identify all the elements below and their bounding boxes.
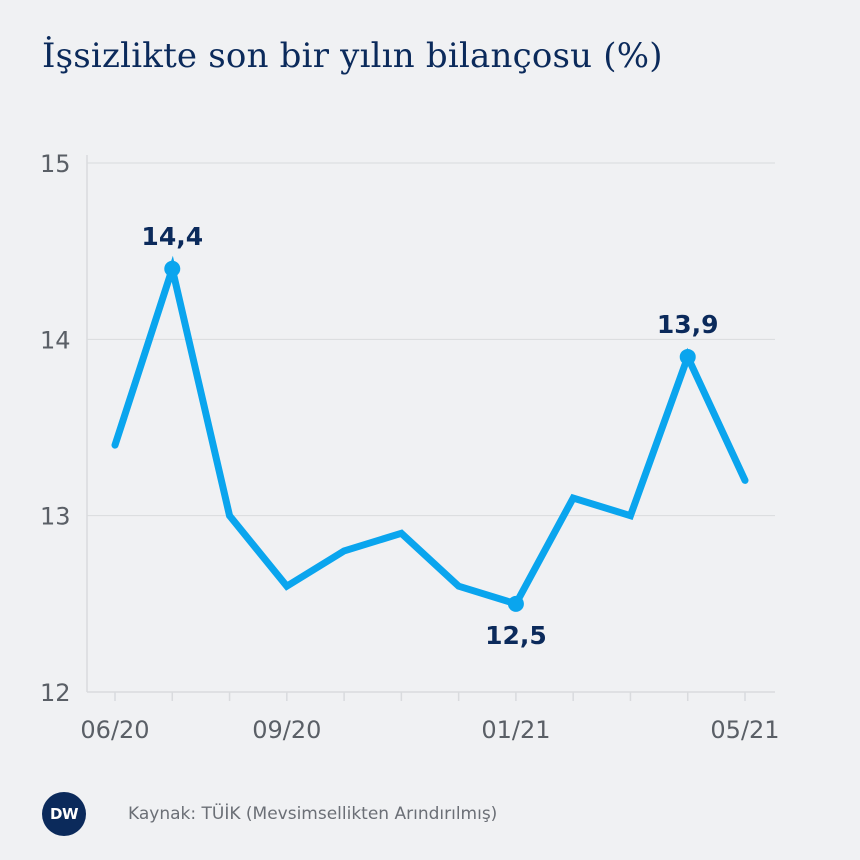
series xyxy=(111,255,749,609)
dw-logo: DW xyxy=(42,792,86,836)
highlight-point xyxy=(164,260,181,277)
tick-labels: 12 13 14 15 06/20 09/20 01/21 05/21 xyxy=(40,150,780,744)
highlight-point xyxy=(507,595,524,612)
data-label: 12,5 xyxy=(485,621,547,650)
x-tick-label: 05/21 xyxy=(710,716,779,744)
highlight-point xyxy=(679,348,696,365)
chart-title: İşsizlikte son bir yılın bilançosu (%) xyxy=(42,36,663,76)
y-tick-label: 14 xyxy=(40,326,71,354)
annotations: 14,4 12,5 13,9 xyxy=(141,222,718,650)
data-label: 14,4 xyxy=(141,222,203,251)
x-tick-label: 01/21 xyxy=(481,716,550,744)
x-tick-label: 09/20 xyxy=(252,716,321,744)
y-tick-label: 15 xyxy=(40,150,71,178)
data-label: 13,9 xyxy=(657,310,719,339)
y-tick-label: 12 xyxy=(40,679,71,707)
x-tick-label: 06/20 xyxy=(80,716,149,744)
line-chart: 12 13 14 15 06/20 09/20 01/21 05/21 14,4 12,5 13,… xyxy=(40,150,780,744)
y-tick-label: 13 xyxy=(40,503,71,531)
source-note: Kaynak: TÜİK (Mevsimsellikten Arındırılm… xyxy=(128,804,498,824)
footer: DW Kaynak: TÜİK (Mevsimsellikten Arındır… xyxy=(42,792,497,836)
axes xyxy=(86,155,775,701)
grid-lines xyxy=(87,162,775,517)
series-line xyxy=(111,255,749,609)
